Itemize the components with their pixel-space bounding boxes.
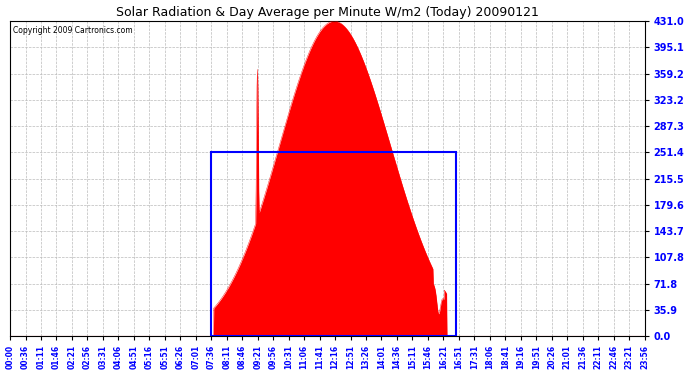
Text: Copyright 2009 Cartronics.com: Copyright 2009 Cartronics.com bbox=[13, 26, 133, 35]
Bar bbox=[211, 152, 456, 336]
Title: Solar Radiation & Day Average per Minute W/m2 (Today) 20090121: Solar Radiation & Day Average per Minute… bbox=[116, 6, 539, 18]
